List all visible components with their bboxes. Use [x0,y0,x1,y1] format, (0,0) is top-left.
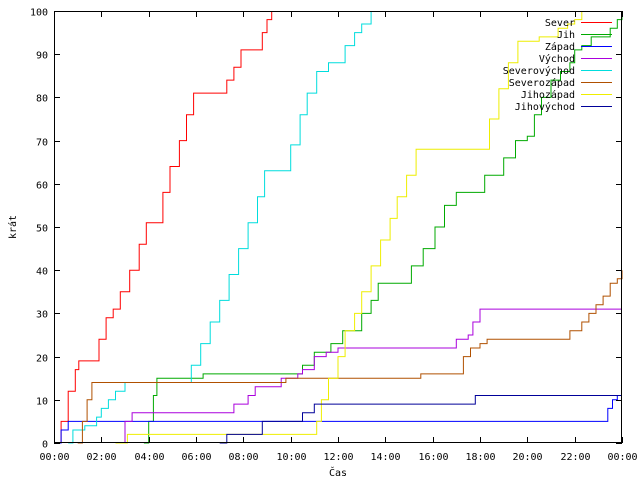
x-tick-label: 16:00 [418,452,448,463]
legend: SeverJihZápadVýchodSeverovýchodSeverozáp… [503,18,612,113]
y-tick-label: 100 [30,8,48,19]
legend-label-jihozapad: Jihozápad [521,89,575,101]
y-tick-label: 40 [36,267,48,278]
y-tick-label: 50 [36,224,48,235]
series-line-jihozapad [115,11,583,444]
legend-label-vychod: Východ [539,53,575,65]
series-line-zapad [54,395,622,444]
y-axis-label: krát [7,215,19,239]
series-line-jih [143,11,623,444]
series-line-sever [54,11,273,444]
legend-label-severozapad: Severozápad [509,77,575,89]
y-tick-label: 20 [36,354,48,365]
y-tick-label: 90 [36,51,48,62]
legend-label-zapad: Západ [545,41,575,53]
x-tick-label: 08:00 [228,452,258,463]
legend-label-jihovychod: Jihovýchod [515,101,575,113]
legend-label-sever: Sever [545,18,575,29]
legend-label-severovychod: Severovýchod [503,65,575,77]
x-tick-label: 00:00 [607,452,637,463]
x-tick-label: 20:00 [512,452,542,463]
x-tick-label: 14:00 [370,452,400,463]
x-tick-label: 02:00 [86,452,116,463]
x-axis-label: Čas [329,466,347,479]
series-line-severovychod [68,11,372,444]
series-line-jihovychod [219,395,622,444]
series-line-severozapad [77,270,623,444]
y-tick-label: 60 [36,181,48,192]
axis-ticks: 0 10 20 30 40 50 60 70 80 90 100 00:00 02:00 04:00 06:… [30,8,638,464]
y-tick-label: 10 [36,397,48,408]
plot-lines [54,11,623,444]
x-tick-label: 10:00 [276,452,306,463]
x-tick-label: 18:00 [465,452,495,463]
y-tick-label: 70 [36,138,48,149]
x-tick-label: 12:00 [323,452,353,463]
x-tick-label: 22:00 [560,452,590,463]
x-tick-label: 00:00 [39,452,69,463]
y-tick-label: 30 [36,310,48,321]
series-line-vychod [120,308,622,444]
x-tick-label: 04:00 [134,452,164,463]
x-tick-label: 06:00 [181,452,211,463]
y-tick-label: 0 [42,440,48,451]
legend-label-jih: Jih [557,30,575,41]
y-tick-label: 80 [36,94,48,105]
